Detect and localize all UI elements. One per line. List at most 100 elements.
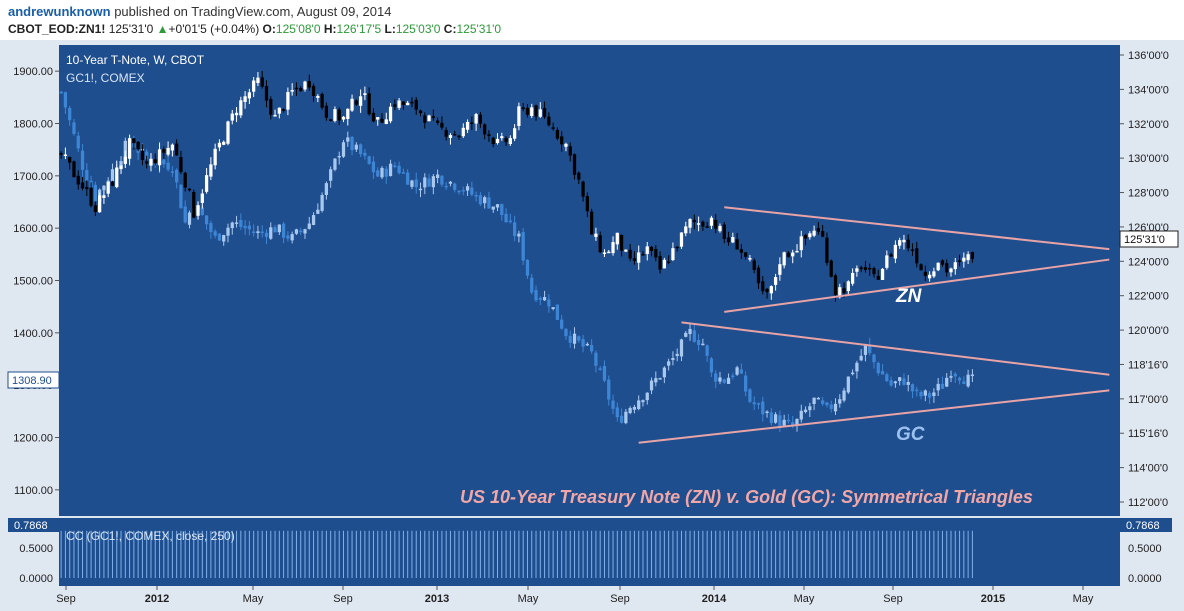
zn-candle [222,141,226,145]
right-price-axis[interactable]: 136'00'0 134'00'0 132'00'0 130'00'0 128'00'0… [1120,50,1169,509]
gc-candle [247,225,252,230]
zn-candle [76,175,80,185]
indicator-axis[interactable]: 0.5000 0.5000 0.0000 0.0000 [19,543,1161,585]
symbol-name[interactable]: CBOT_EOD:ZN1! [8,22,106,36]
zn-candle [461,127,465,137]
gc-candle [226,227,230,236]
zn-candle [341,116,346,120]
gc-candle [500,203,504,215]
legend-indicator[interactable]: CC (GC1!, COMEX, close, 250) [66,529,235,543]
gc-candle [367,156,371,164]
zn-candle [829,260,833,277]
gc-candle [281,223,286,238]
zn-candle [671,248,675,261]
zn-candle [209,164,213,177]
trendline[interactable] [681,321,1110,376]
trendline[interactable] [724,206,1110,251]
zn-candle [423,115,427,123]
x-axis-label: May [1073,593,1094,605]
zn-candle [388,106,393,122]
x-axis-label: 2012 [145,593,169,605]
zn-candle [170,144,174,151]
zn-candle [530,107,534,116]
zn-candle [513,128,517,139]
published-text: published on TradingView.com, August 09,… [114,4,392,19]
trendline[interactable] [724,258,1110,313]
zn-candle [226,121,230,144]
gc-candle [658,378,662,380]
gc-candle [256,231,260,234]
right-axis-label: 120'00'0 [1128,325,1169,337]
gc-candle [585,343,589,346]
gc-candle [731,375,735,378]
gc-candle [590,344,594,352]
zn-candle [243,96,247,102]
gc-candle [504,213,508,223]
zn-candle [110,181,115,186]
zn-candle [679,232,684,247]
gc-candle [534,290,538,301]
gc-candle [748,389,752,402]
gc-candle [538,297,542,300]
legend-overlay[interactable]: GC1!, COMEX [66,71,145,85]
zn-candle [816,228,821,232]
gc-candle [354,144,358,150]
gc-candle [744,375,748,392]
zn-candle [868,267,872,270]
zn-candle [696,223,701,225]
left-price-badge-text: 1308.90 [12,375,52,387]
gc-candle [906,381,910,385]
zn-candle [752,260,756,270]
zn-candle [234,112,239,116]
author-link[interactable]: andrewunknown [8,4,111,19]
legend-main[interactable]: 10-Year T-Note, W, CBOT [66,53,205,67]
zn-candle [795,250,799,253]
zn-candle [363,93,367,96]
zn-candle [748,258,752,260]
zn-candle [187,188,192,191]
zn-candle [299,87,303,92]
x-axis-label: Sep [56,593,76,605]
gc-candle [299,230,303,233]
gc-candle [812,397,816,404]
right-axis-label: 122'00'0 [1128,291,1169,303]
gc-candle [311,215,316,225]
zn-candle [414,99,418,110]
zn-candle [855,268,859,272]
gc-candle [868,344,872,354]
zn-candle [166,147,170,155]
zn-candle [923,271,927,276]
indicator-right-badge: 0.7868 [1120,518,1172,532]
chart-canvas[interactable]: 1900.00 1800.00 1700.00 1600.00 1500.00 1400.… [0,40,1184,611]
right-axis-label: 128'00'0 [1128,188,1169,200]
zn-candle [68,156,72,163]
zn-candle [765,288,769,293]
gc-candle [773,414,778,423]
zn-candle [324,105,329,118]
gc-candle [551,307,555,309]
time-axis[interactable]: Sep 2012 May Sep 2013 May Sep 2014 May Sep 2015 May [56,586,1094,605]
gc-candle [388,163,393,177]
zn-candle [880,268,885,280]
zn-candle [376,117,380,120]
gc-candle [350,136,354,151]
gc-candle [461,189,465,192]
gc-candle [346,137,350,142]
gc-candle [303,229,307,234]
gc-candle [418,188,423,191]
indicator-pane[interactable] [59,518,1120,586]
main-pane[interactable] [59,45,1120,516]
zn-candle [350,98,354,111]
zn-candle [337,109,341,121]
zn-candle [927,274,932,279]
zn-candle [731,237,735,243]
left-axis-label: 1500.00 [13,276,53,288]
zn-candle [919,264,923,271]
zn-candle [410,101,414,104]
gc-candle [949,376,953,378]
zn-candle [93,205,97,213]
trendline[interactable] [638,389,1110,444]
zn-candle [701,221,705,227]
zn-candles [59,70,975,302]
gc-candle [85,170,89,181]
